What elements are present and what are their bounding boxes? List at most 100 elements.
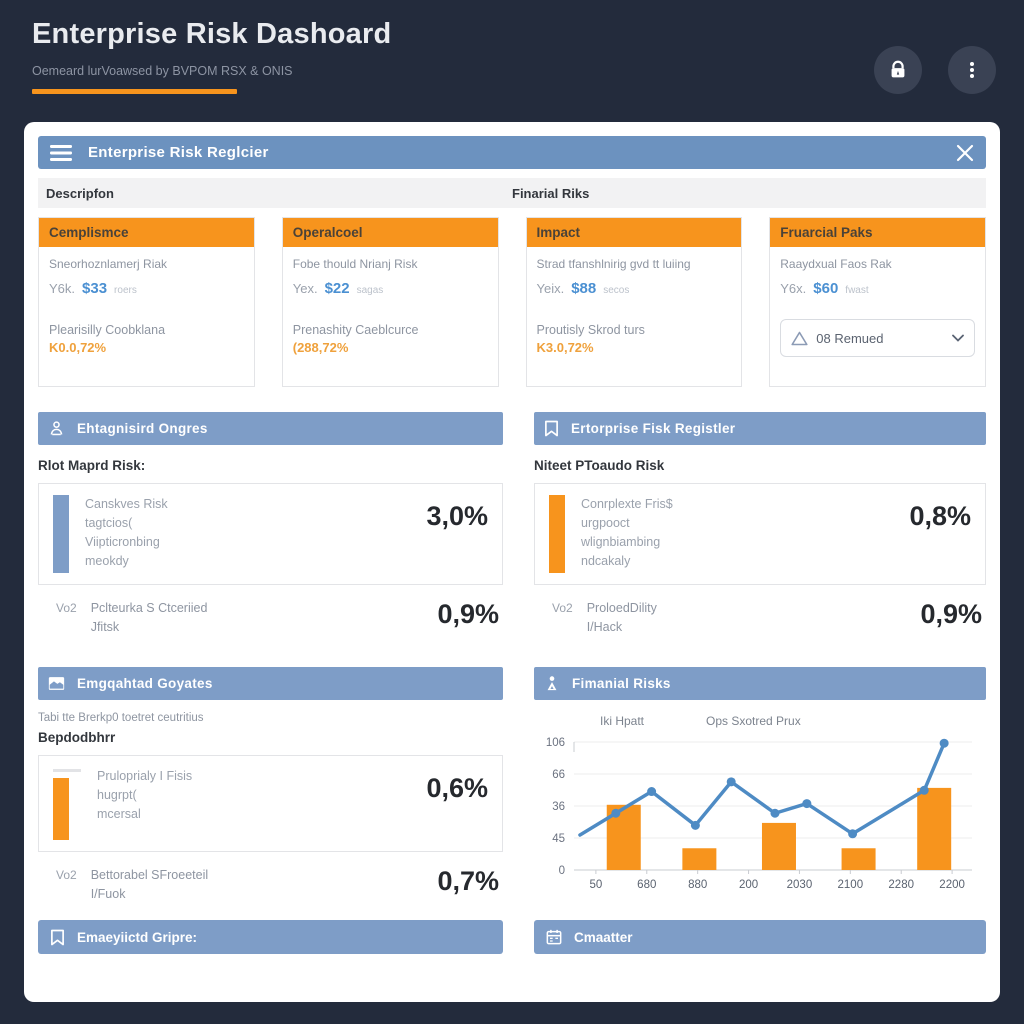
metric-value: $22 bbox=[324, 280, 350, 297]
risk-item-card: Canskves Risk tagtcios( Viipticronbing m… bbox=[38, 483, 503, 585]
item-line: tagtcios( bbox=[85, 516, 133, 530]
section-register: Ertorprise Fisk Registler Niteet PToaudo… bbox=[534, 412, 986, 637]
risk-card-body: Sneorhoznlamerj Riak Y6k. $33 roers Plea… bbox=[39, 247, 254, 355]
svg-text:880: 880 bbox=[688, 879, 707, 891]
footer-bar-cmaster[interactable]: Cmaatter bbox=[534, 920, 986, 954]
item-line: Viipticronbing bbox=[85, 535, 160, 549]
svg-text:106: 106 bbox=[546, 737, 565, 749]
app-header: Enterprise Risk Dashoard Oemeard lurVoaw… bbox=[32, 18, 996, 94]
risk-metric: Y6k. $33 roers bbox=[49, 280, 244, 297]
metric-value: $33 bbox=[82, 280, 108, 297]
section-subtitle: Bepdodbhrr bbox=[38, 730, 116, 745]
item-line: mcersal bbox=[97, 807, 141, 821]
item-line: urgpooct bbox=[581, 516, 630, 530]
risk-footer-row: Vo2 Bettorabel SFroeeteil I/Fuok 0,7% bbox=[38, 866, 503, 904]
hamburger-icon bbox=[50, 144, 72, 162]
risk-card-body: Strad tfanshlnirig gvd tt luiing Yeix. $… bbox=[527, 247, 742, 355]
risk-cards-row: Cemplismce Sneorhoznlamerj Riak Y6k. $33… bbox=[38, 217, 986, 387]
svg-text:45: 45 bbox=[552, 833, 565, 845]
orange-bar-swatch bbox=[53, 778, 69, 840]
warning-triangle-icon bbox=[791, 331, 808, 346]
column-header-financial-risks: Finarial Riks bbox=[512, 185, 590, 201]
section-title: Emgqahtad Goyates bbox=[77, 676, 213, 691]
risk-card-operational: Operalcoel Fobe thould Nrianj Risk Yex. … bbox=[281, 217, 499, 387]
risk-card-compliance: Cemplismce Sneorhoznlamerj Riak Y6k. $33… bbox=[38, 217, 255, 387]
chart-legend: Iki Hpatt Ops Sxotred Prux bbox=[534, 714, 986, 728]
section-header-goyates[interactable]: Emgqahtad Goyates bbox=[38, 667, 503, 700]
risk-item-value: 0,8% bbox=[909, 501, 971, 531]
risk-metric: Yeix. $88 secos bbox=[537, 280, 732, 297]
svg-text:66: 66 bbox=[552, 769, 565, 781]
blue-bar-swatch bbox=[53, 495, 69, 573]
lock-icon bbox=[887, 59, 909, 81]
risk-item-card: Pruloprialy I Fisis hugrpt( mcersal 0,6% bbox=[38, 755, 503, 852]
risk-item-text: Pruloprialy I Fisis hugrpt( mcersal bbox=[97, 767, 410, 824]
legend-item-impact: Iki Hpatt bbox=[600, 714, 645, 728]
section-note: Tabi tte Brerkp0 toetret ceutritius bbox=[38, 712, 204, 724]
svg-text:2280: 2280 bbox=[888, 879, 914, 891]
item-line: Pruloprialy I Fisis bbox=[97, 769, 193, 783]
footer-text: ProloedDility I/Hack bbox=[587, 599, 907, 637]
item-line: ndcakaly bbox=[581, 554, 631, 568]
svg-text:2200: 2200 bbox=[939, 879, 965, 891]
close-icon bbox=[956, 144, 974, 162]
risk-card-body: Fobe thould Nrianj Risk Yex. $22 sagas P… bbox=[283, 247, 498, 355]
legend-item-scored: Ops Sxotred Prux bbox=[706, 714, 801, 728]
footer-text: Bettorabel SFroeeteil I/Fuok bbox=[91, 866, 424, 904]
dash-swatch bbox=[53, 769, 81, 772]
image-icon bbox=[48, 676, 65, 691]
panel-titlebar: Enterprise Risk Reglcier bbox=[38, 136, 986, 169]
page-title: Enterprise Risk Dashoard bbox=[32, 18, 392, 50]
dropdown-value: 08 Remued bbox=[816, 330, 884, 346]
hamburger-menu-button[interactable] bbox=[50, 144, 72, 162]
orange-bar-swatch bbox=[549, 495, 565, 573]
section-header-ongres[interactable]: Ehtagnisird Ongres bbox=[38, 412, 503, 445]
accent-underline bbox=[32, 89, 237, 94]
footer-line: Bettorabel SFroeeteil bbox=[90, 868, 209, 882]
risk-description: Sneorhoznlamerj Riak bbox=[49, 257, 168, 271]
risk-footer-row: Vo2 ProloedDility I/Hack 0,9% bbox=[534, 599, 986, 637]
footer-value: 0,9% bbox=[920, 599, 982, 629]
column-header-row: Descripfon Finarial Riks bbox=[38, 178, 986, 208]
section-header-register[interactable]: Ertorprise Fisk Registler bbox=[534, 412, 986, 445]
probability-label: Plearisilly Coobklana bbox=[49, 323, 166, 337]
bookmark-icon bbox=[50, 929, 65, 946]
analytics-person-icon bbox=[544, 675, 560, 692]
footer-line: Pclteurka S Ctceriied bbox=[90, 601, 208, 615]
person-icon bbox=[48, 420, 65, 437]
footer-label: Vo2 bbox=[56, 868, 77, 882]
remediation-dropdown[interactable]: 08 Remued bbox=[780, 319, 975, 357]
section-goyates: Emgqahtad Goyates Tabi tte Brerkp0 toetr… bbox=[38, 667, 503, 904]
risk-card-header: Fruarcial Paks bbox=[770, 218, 985, 247]
risk-description: Strad tfanshlnirig gvd tt luiing bbox=[536, 257, 691, 271]
more-menu-button[interactable] bbox=[948, 46, 996, 94]
footer-value: 0,9% bbox=[437, 599, 499, 629]
item-line: hugrpt( bbox=[97, 788, 137, 802]
calendar-icon bbox=[546, 929, 562, 945]
risk-card-impact: Impact Strad tfanshlnirig gvd tt luiing … bbox=[525, 217, 743, 387]
risk-card-header: Impact bbox=[526, 218, 742, 247]
item-line: wlignbiambing bbox=[581, 535, 661, 549]
svg-text:50: 50 bbox=[589, 879, 602, 891]
footer-line: ProloedDility bbox=[586, 601, 657, 615]
lock-button[interactable] bbox=[874, 46, 922, 94]
footer-bar-gripre[interactable]: Emaeyiictd Gripre: bbox=[38, 920, 503, 954]
probability-value: K3.0,72% bbox=[536, 340, 594, 355]
footer-text: Pclteurka S Ctceriied Jfitsk bbox=[91, 599, 424, 637]
swatch-column bbox=[53, 767, 81, 840]
footer-line: I/Hack bbox=[586, 620, 623, 634]
section-title: Ehtagnisird Ongres bbox=[77, 421, 208, 436]
section-subtitle: Niteet PToaudo Risk bbox=[534, 458, 665, 473]
footer-value: 0,7% bbox=[437, 866, 499, 896]
page-subtitle: Oemeard lurVoawsed by BVPOM RSX & ONIS bbox=[32, 64, 293, 78]
financial-risks-chart: 0 45 36 66 106 50 680 880 200 2030 2100 2280 2200 bbox=[546, 737, 972, 891]
risk-card-body: Raaydxual Faos Rak Y6x. $60 fwast 08 Rem… bbox=[770, 247, 985, 357]
close-button[interactable] bbox=[956, 144, 974, 162]
middle-sections: Ehtagnisird Ongres Rlot Maprd Risk: Cans… bbox=[38, 412, 986, 637]
svg-text:200: 200 bbox=[739, 879, 758, 891]
risk-card-financial: Fruarcial Paks Raaydxual Faos Rak Y6x. $… bbox=[769, 217, 986, 387]
risk-card-header: Operalcoel bbox=[282, 218, 498, 247]
probability-value: (288,72% bbox=[292, 340, 349, 355]
section-header-financial[interactable]: Fimanial Risks bbox=[534, 667, 986, 700]
metric-value: $60 bbox=[813, 280, 839, 297]
